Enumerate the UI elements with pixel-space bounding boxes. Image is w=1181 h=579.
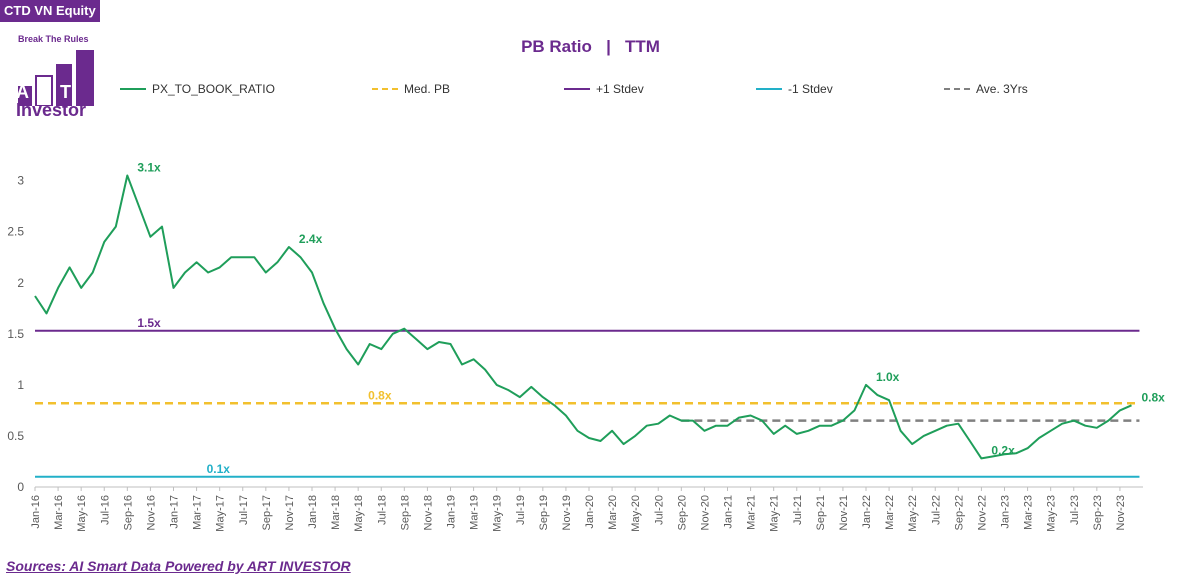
x-tick-label: Jul-17 xyxy=(238,495,250,525)
x-tick-label: Jan-22 xyxy=(861,495,873,529)
logo-bars-icon xyxy=(18,50,94,106)
x-tick-label: Nov-22 xyxy=(976,495,988,530)
data-label: 1.0x xyxy=(876,370,900,384)
x-tick-label: Nov-19 xyxy=(561,495,573,530)
y-tick-label: 2 xyxy=(17,276,24,290)
x-tick-label: Sep-23 xyxy=(1092,495,1104,530)
x-tick-label: Mar-19 xyxy=(469,495,481,530)
x-tick-label: Sep-16 xyxy=(122,495,134,530)
x-tick-label: Sep-20 xyxy=(676,495,688,530)
x-tick-label: Jul-21 xyxy=(792,495,804,525)
x-tick-label: Jan-19 xyxy=(446,495,458,529)
x-tick-label: Mar-22 xyxy=(884,495,896,530)
y-tick-label: 0 xyxy=(17,480,24,494)
y-tick-label: 2.5 xyxy=(7,225,24,239)
legend-item: -1 Stdev xyxy=(756,82,833,96)
legend-label: PX_TO_BOOK_RATIO xyxy=(152,82,275,96)
logo-sub: Investor xyxy=(16,100,87,120)
legend-swatch xyxy=(564,88,590,90)
x-tick-label: Jan-17 xyxy=(169,495,181,529)
x-tick-label: May-20 xyxy=(630,495,642,532)
y-tick-label: 1.5 xyxy=(7,327,24,341)
x-tick-label: Jul-22 xyxy=(930,495,942,525)
y-tick-label: 3 xyxy=(17,174,24,188)
x-tick-label: Nov-23 xyxy=(1115,495,1127,530)
data-label: 3.1x xyxy=(137,161,161,175)
x-tick-label: May-22 xyxy=(907,495,919,532)
x-tick-label: May-16 xyxy=(76,495,88,532)
data-label: 0.8x xyxy=(368,388,392,402)
x-tick-label: Jan-21 xyxy=(723,495,735,529)
legend-item: PX_TO_BOOK_RATIO xyxy=(120,82,275,96)
legend-swatch xyxy=(120,88,146,90)
legend-item: +1 Stdev xyxy=(564,82,644,96)
x-tick-label: May-18 xyxy=(353,495,365,532)
x-tick-label: Mar-18 xyxy=(330,495,342,530)
x-tick-label: Sep-17 xyxy=(261,495,273,530)
x-tick-label: Jul-16 xyxy=(99,495,111,525)
legend-swatch xyxy=(756,88,782,90)
x-tick-label: Jan-23 xyxy=(1000,495,1012,529)
x-tick-label: Jul-19 xyxy=(515,495,527,525)
x-tick-label: May-21 xyxy=(769,495,781,532)
source-note: Sources: AI Smart Data Powered by ART IN… xyxy=(6,558,351,574)
x-tick-label: Mar-23 xyxy=(1023,495,1035,530)
x-tick-label: Nov-17 xyxy=(284,495,296,530)
art-investor-logo: Break The Rules ART Investor xyxy=(14,34,104,122)
legend-item: Med. PB xyxy=(372,82,450,96)
x-tick-label: Nov-20 xyxy=(699,495,711,530)
ticker-label: CTD VN Equity xyxy=(0,0,100,22)
x-tick-label: Mar-16 xyxy=(53,495,65,530)
x-tick-label: Jul-23 xyxy=(1069,495,1081,525)
logo-word: ART xyxy=(16,82,80,102)
x-tick-label: Mar-21 xyxy=(746,495,758,530)
x-tick-label: Mar-17 xyxy=(192,495,204,530)
x-tick-label: Jan-16 xyxy=(30,495,42,529)
x-tick-label: Nov-21 xyxy=(838,495,850,530)
chart-title: PB Ratio | TTM xyxy=(521,37,660,56)
x-tick-label: Jan-18 xyxy=(307,495,319,529)
x-tick-label: Sep-21 xyxy=(815,495,827,530)
y-tick-label: 0.5 xyxy=(7,429,24,443)
legend-label: +1 Stdev xyxy=(596,82,644,96)
x-tick-label: Sep-19 xyxy=(538,495,550,530)
x-tick-label: Jan-20 xyxy=(584,495,596,529)
legend-swatch xyxy=(372,88,398,90)
x-tick-label: Nov-16 xyxy=(145,495,157,530)
legend-item: Ave. 3Yrs xyxy=(944,82,1028,96)
logo-tagline: Break The Rules xyxy=(18,34,89,44)
x-tick-label: May-23 xyxy=(1046,495,1058,532)
x-tick-label: Nov-18 xyxy=(422,495,434,530)
data-label: 2.4x xyxy=(299,232,323,246)
x-tick-label: May-19 xyxy=(492,495,504,532)
pb-ratio-line xyxy=(34,174,1132,460)
data-label: 0.8x xyxy=(1141,390,1165,404)
data-label: 0.1x xyxy=(207,462,231,476)
x-tick-label: Mar-20 xyxy=(607,495,619,530)
legend-label: Med. PB xyxy=(404,82,451,96)
x-tick-label: Jul-20 xyxy=(653,495,665,525)
legend-label: Ave. 3Yrs xyxy=(976,82,1028,96)
data-label: 1.5x xyxy=(137,316,161,330)
legend-swatch xyxy=(944,88,970,90)
x-tick-label: May-17 xyxy=(215,495,227,532)
legend-label: -1 Stdev xyxy=(788,82,833,96)
x-tick-label: Jul-18 xyxy=(376,495,388,525)
x-tick-label: Sep-18 xyxy=(399,495,411,530)
data-label: 0.2x xyxy=(991,443,1015,457)
x-tick-label: Sep-22 xyxy=(953,495,965,530)
y-tick-label: 1 xyxy=(17,378,24,392)
